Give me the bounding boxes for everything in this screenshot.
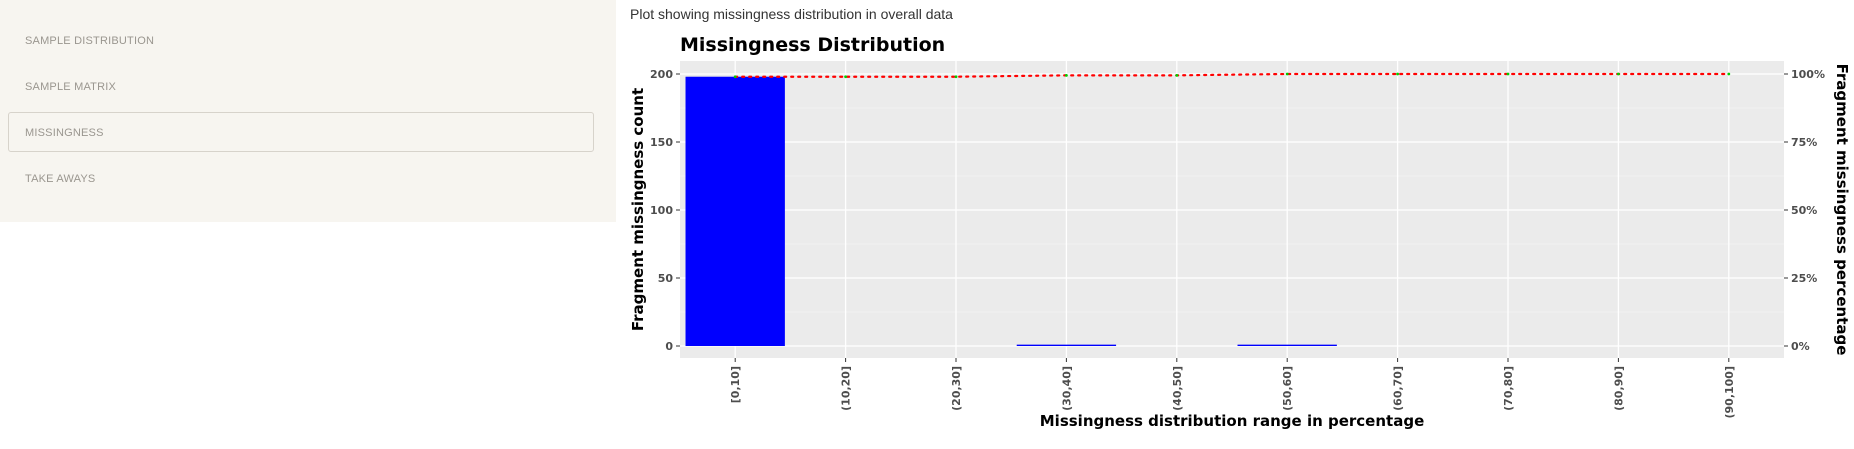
x-tick-label: (60,70] bbox=[1392, 366, 1405, 411]
cumulative-point-7 bbox=[1506, 72, 1510, 76]
y-tick-label: 200 bbox=[650, 68, 673, 81]
x-tick-label: (40,50] bbox=[1171, 366, 1184, 411]
cumulative-point-2 bbox=[954, 75, 958, 79]
cumulative-point-4 bbox=[1175, 73, 1179, 77]
sidebar-item-missingness[interactable]: MISSINGNESS bbox=[8, 112, 594, 152]
plot-description: Plot showing missingness distribution in… bbox=[630, 6, 953, 22]
cumulative-point-3 bbox=[1065, 73, 1068, 77]
x-tick-label: (90,100] bbox=[1723, 366, 1736, 419]
sidebar-item-sample-distribution[interactable]: SAMPLE DISTRIBUTION bbox=[25, 35, 155, 47]
y-tick-label: 100 bbox=[650, 204, 673, 217]
cumulative-point-0 bbox=[733, 75, 737, 79]
x-tick-label: (50,60] bbox=[1281, 366, 1294, 411]
cumulative-line bbox=[733, 72, 1731, 79]
cumulative-point-9 bbox=[1727, 72, 1731, 76]
cumulative-point-6 bbox=[1396, 72, 1399, 76]
bar-0-10 bbox=[685, 76, 785, 346]
bar-50-60 bbox=[1237, 344, 1337, 346]
y2-axis-title: Fragment missingness percentage bbox=[1833, 64, 1851, 356]
y-tick-label: 150 bbox=[650, 136, 673, 149]
y2-tick-label: 25% bbox=[1791, 272, 1817, 285]
y-tick-label: 50 bbox=[658, 272, 674, 285]
x-tick-label: [0,10] bbox=[729, 366, 742, 403]
y-tick-label: 0 bbox=[665, 340, 673, 353]
y2-tick-label: 50% bbox=[1791, 204, 1817, 217]
cumulative-point-1 bbox=[844, 75, 847, 79]
cumulative-point-8 bbox=[1617, 72, 1620, 76]
x-tick-label: (80,90] bbox=[1612, 366, 1625, 411]
sidebar-nav: SAMPLE DISTRIBUTION SAMPLE MATRIX MISSIN… bbox=[0, 0, 616, 222]
x-tick-label: (20,30] bbox=[950, 366, 963, 411]
sidebar-item-take-aways[interactable]: TAKE AWAYS bbox=[25, 173, 96, 185]
axes: 0 50 100 150 200 0% 25% 50% 75% 100% [0,10] (10,20]… bbox=[650, 68, 1825, 419]
cumulative-percentage-line bbox=[734, 72, 1730, 78]
x-tick-label: (10,20] bbox=[840, 366, 853, 411]
chart-title: Missingness Distribution bbox=[680, 34, 945, 56]
y2-tick-label: 100% bbox=[1791, 68, 1825, 81]
x-tick-label: (30,40] bbox=[1060, 366, 1073, 411]
bars bbox=[685, 76, 1337, 346]
y-axis-title: Fragment missingness count bbox=[629, 88, 647, 331]
sidebar-item-sample-matrix[interactable]: SAMPLE MATRIX bbox=[25, 81, 117, 93]
missingness-chart: Missingness Distribution 0 50 100 150 200 0% 2… bbox=[629, 34, 1851, 430]
y2-tick-label: 0% bbox=[1791, 340, 1810, 353]
x-axis-title: Missingness distribution range in percen… bbox=[1040, 412, 1425, 430]
cumulative-point-5 bbox=[1285, 72, 1289, 76]
x-tick-label: (70,80] bbox=[1502, 366, 1515, 411]
bar-30-40 bbox=[1016, 344, 1117, 346]
y2-tick-label: 75% bbox=[1791, 136, 1817, 149]
